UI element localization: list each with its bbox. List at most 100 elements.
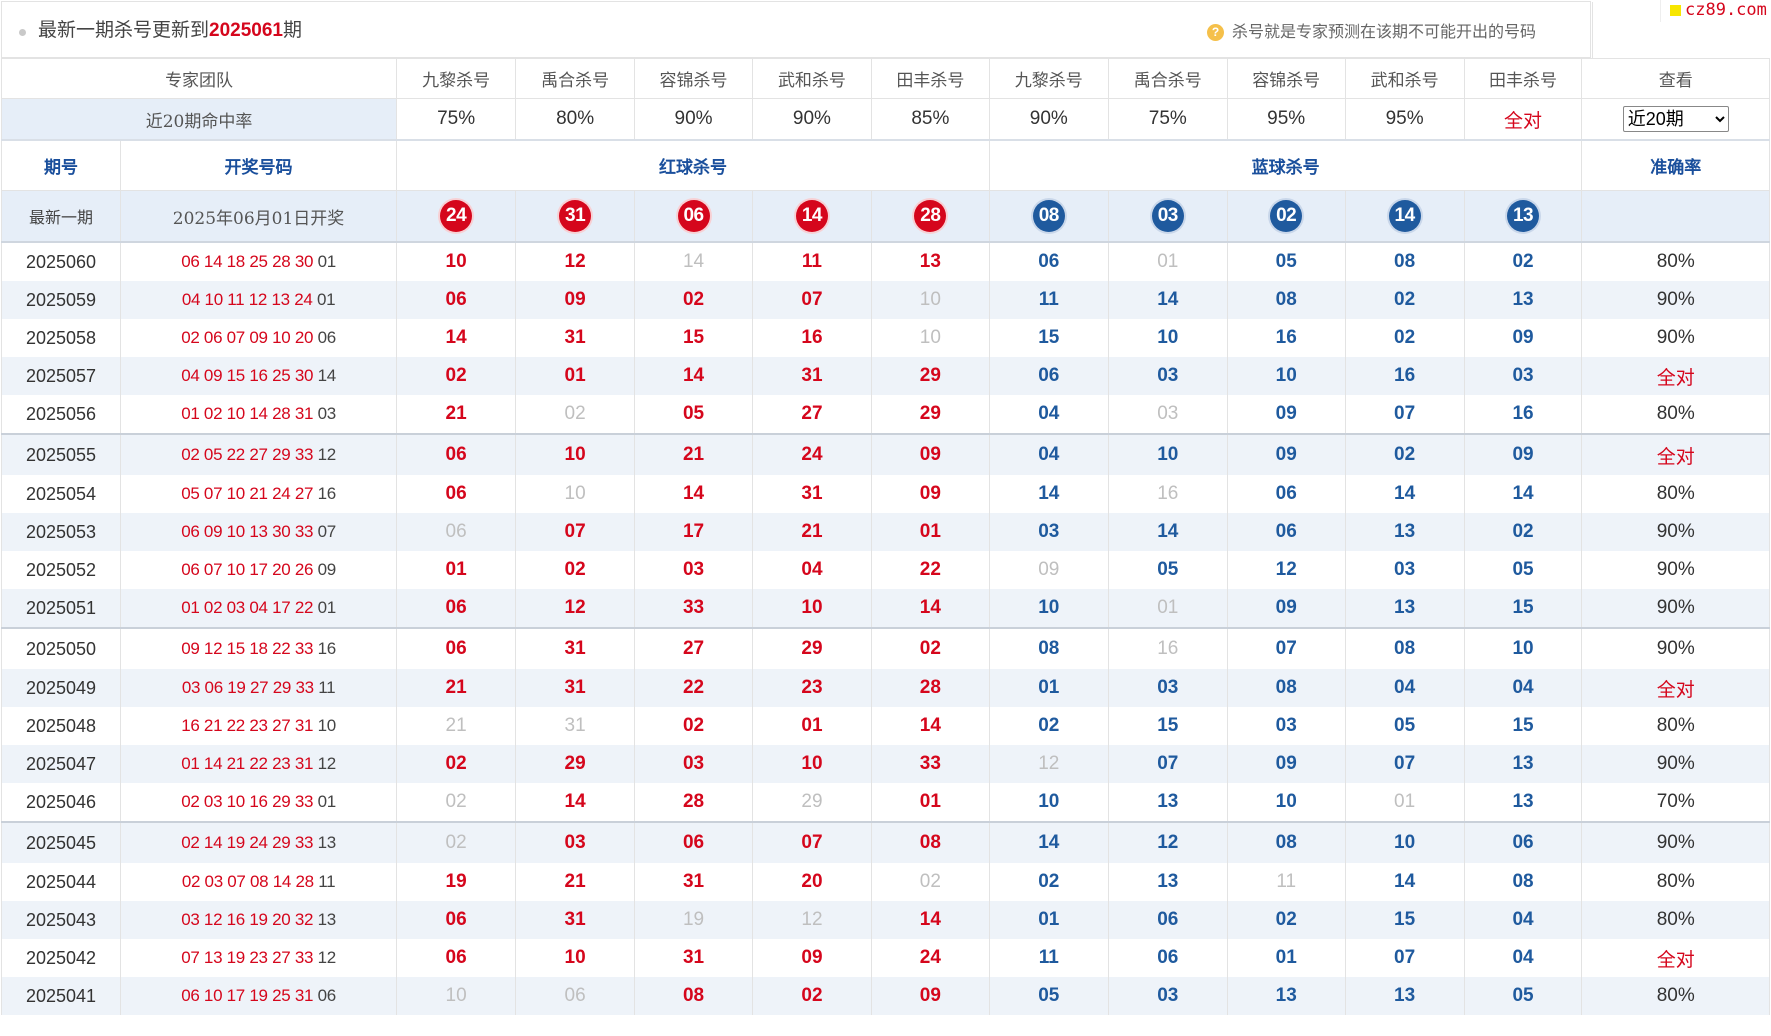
- blue-kill: 11: [988, 281, 1109, 319]
- red-kill: 14: [634, 475, 753, 513]
- blue-kill: 06: [988, 242, 1109, 281]
- range-cell: 近20期: [1581, 98, 1770, 141]
- period-number: 2025053: [1, 513, 121, 551]
- red-kill: 10: [515, 433, 636, 475]
- blue-kill: 14: [988, 821, 1109, 863]
- period-number: 2025060: [1, 242, 121, 281]
- draw-blue-number: 13: [317, 833, 337, 852]
- red-kill: 27: [634, 627, 753, 669]
- divider: [1592, 2, 1593, 59]
- red-kill: 12: [515, 242, 636, 281]
- draw-blue-number: 07: [317, 522, 337, 541]
- period-number: 2025051: [1, 589, 121, 628]
- blue-kill: 03: [1463, 357, 1583, 395]
- red-kill: 02: [396, 745, 517, 783]
- draw-red-numbers: 04 09 15 16 25 30: [181, 366, 314, 385]
- blue-kill: 07: [1344, 939, 1465, 977]
- red-kill: 14: [396, 319, 517, 357]
- accuracy: 80%: [1581, 395, 1770, 434]
- red-kill: 07: [751, 281, 872, 319]
- blue-kill: 13: [1344, 977, 1465, 1015]
- history-row: 2025046 02 03 10 16 29 33 01 02 14 28 29 01 10 1…: [1, 783, 1770, 822]
- red-kill: 14: [870, 589, 990, 628]
- draw-numbers: 02 14 19 24 29 33 13: [119, 821, 398, 863]
- history-row: 2025058 02 06 07 09 10 20 06 14 31 15 16 10 15 1…: [1, 319, 1770, 357]
- accuracy: 全对: [1581, 357, 1770, 395]
- blue-kill: 06: [1107, 939, 1228, 977]
- red-kill-missed: 10: [870, 281, 990, 319]
- draw-red-numbers: 02 06 07 09 10 20: [181, 328, 314, 347]
- draw-blue-number: 12: [317, 445, 337, 464]
- draw-numbers: 04 10 11 12 13 24 01: [119, 281, 398, 319]
- draw-blue-number: 16: [317, 639, 337, 658]
- blue-kill: 04: [1463, 901, 1583, 939]
- hit-rate: 90%: [634, 98, 753, 141]
- draw-blue-number: 06: [317, 986, 337, 1005]
- red-kill: 03: [634, 745, 753, 783]
- red-kill: 10: [751, 745, 872, 783]
- blue-kill: 13: [1107, 863, 1228, 901]
- accuracy: 90%: [1581, 589, 1770, 628]
- col-draw: 开奖号码: [119, 139, 398, 191]
- history-row: 2025057 04 09 15 16 25 30 14 02 01 14 31 29 06 0…: [1, 357, 1770, 395]
- blue-kill-missed: 12: [988, 745, 1109, 783]
- draw-numbers: 02 06 07 09 10 20 06: [119, 319, 398, 357]
- red-kill: 23: [751, 669, 872, 707]
- red-kill: 21: [634, 433, 753, 475]
- red-kill: 22: [634, 669, 753, 707]
- red-kill-missed: 31: [515, 707, 636, 745]
- red-kill: 29: [751, 627, 872, 669]
- expert-name: 容锦杀号: [1226, 58, 1346, 99]
- accuracy: 全对: [1581, 939, 1770, 977]
- accuracy: 80%: [1581, 707, 1770, 745]
- history-row: 2025044 02 03 07 08 14 28 11 19 21 31 20 02 02 1…: [1, 863, 1770, 901]
- draw-blue-number: 01: [317, 792, 337, 811]
- blue-kill-missed: 01: [1344, 783, 1465, 822]
- experts-label: 专家团队: [0, 58, 398, 99]
- bullet-icon: [19, 29, 26, 36]
- red-kill: 09: [751, 939, 872, 977]
- blue-kill: 06: [1107, 901, 1228, 939]
- blue-kill: 05: [1226, 242, 1346, 281]
- draw-red-numbers: 04 10 11 12 13 24: [181, 290, 313, 309]
- blue-kill: 15: [1463, 707, 1583, 745]
- blue-kill: 08: [988, 627, 1109, 669]
- red-kill: 01: [396, 551, 517, 589]
- column-header-row: 期号 开奖号码 红球杀号 蓝球杀号 准确率: [1, 139, 1770, 191]
- draw-blue-number: 13: [317, 910, 337, 929]
- draw-red-numbers: 02 05 22 27 29 33: [181, 445, 314, 464]
- draw-numbers: 03 06 19 27 29 33 11: [119, 669, 398, 707]
- history-row: 2025059 04 10 11 12 13 24 01 06 09 02 07 10 11 1…: [1, 281, 1770, 319]
- blue-kill-missed: 03: [1107, 395, 1228, 434]
- period-number: 2025058: [1, 319, 121, 357]
- blue-kill: 15: [1344, 901, 1465, 939]
- hit-rate-label: 近20期命中率: [0, 98, 398, 141]
- latest-accuracy: [1581, 190, 1770, 243]
- red-kill-missed: 12: [751, 901, 872, 939]
- draw-red-numbers: 06 14 18 25 28 30: [181, 252, 314, 271]
- latest-open-date: 2025年06月01日开奖: [119, 190, 398, 243]
- draw-numbers: 06 10 17 19 25 31 06: [119, 977, 398, 1015]
- history-row: 2025042 07 13 19 23 27 33 12 06 10 31 09 24 11 0…: [1, 939, 1770, 977]
- red-kill: 02: [751, 977, 872, 1015]
- red-kill: 31: [515, 319, 636, 357]
- blue-kill: 15: [1107, 707, 1228, 745]
- blue-kill: 04: [988, 433, 1109, 475]
- blue-kill-missed: 09: [988, 551, 1109, 589]
- draw-red-numbers: 01 02 03 04 17 22: [181, 598, 314, 617]
- latest-label: 最新一期: [1, 190, 121, 243]
- red-kill: 31: [515, 627, 636, 669]
- blue-kill: 02: [1463, 513, 1583, 551]
- range-select[interactable]: 近20期: [1622, 106, 1729, 132]
- red-kill: 31: [634, 939, 753, 977]
- blue-kill: 03: [1226, 707, 1346, 745]
- blue-kill: 03: [1344, 551, 1465, 589]
- period-number: 2025059: [1, 281, 121, 319]
- blue-kill: 07: [1344, 745, 1465, 783]
- blue-kill: 13: [1226, 977, 1346, 1015]
- red-kill: 28: [870, 669, 990, 707]
- red-kill: 14: [515, 783, 636, 822]
- red-kill-ball: 31: [559, 200, 592, 232]
- site-logo[interactable]: cz89.com: [1660, 0, 1771, 22]
- history-row: 2025052 06 07 10 17 20 26 09 01 02 03 04 22 09 0…: [1, 551, 1770, 589]
